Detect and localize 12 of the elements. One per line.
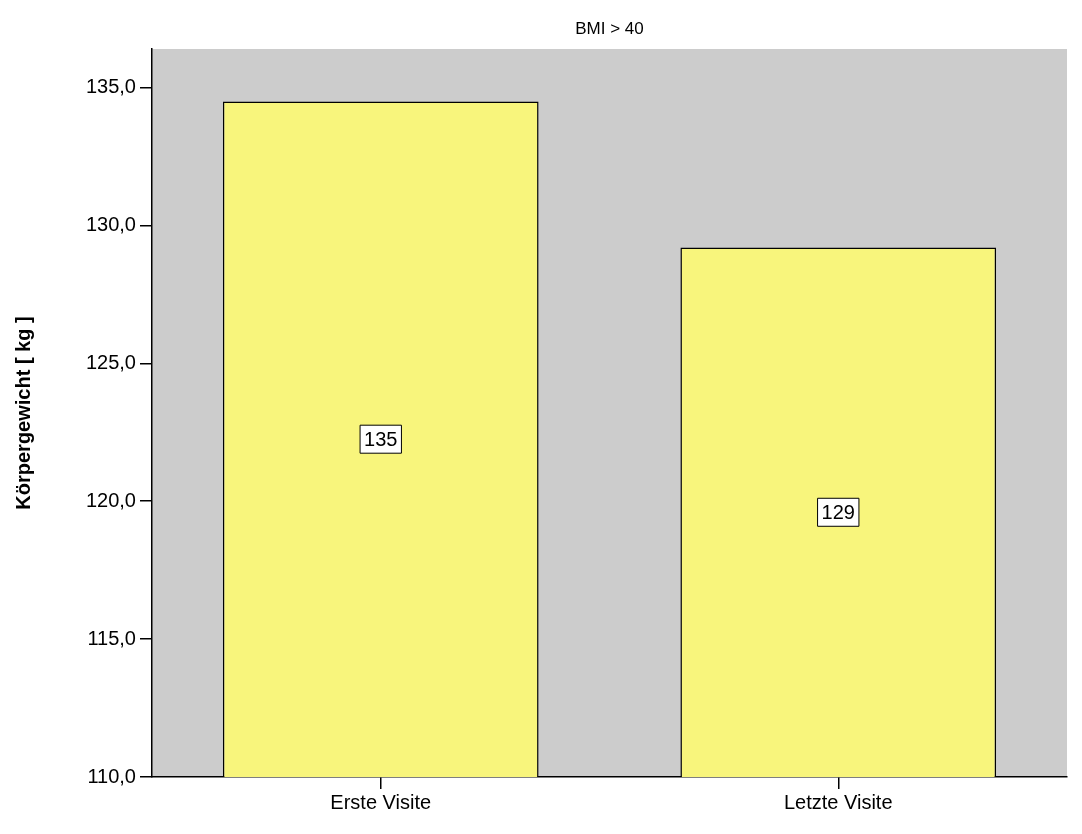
y-tick-label: 115,0 [87, 626, 136, 649]
y-tick-label: 120,0 [85, 488, 136, 511]
chart-title: BMI > 40 [575, 18, 644, 38]
y-tick-label: 110,0 [87, 764, 136, 787]
data-label: 129 [821, 500, 855, 523]
data-label: 135 [364, 427, 398, 450]
y-tick-label: 125,0 [85, 350, 136, 373]
x-tick-label: Letzte Visite [783, 790, 893, 813]
y-tick-label: 130,0 [85, 213, 136, 235]
y-axis-title: Körpergewicht [ kg ] [11, 316, 34, 510]
x-tick-label: Erste Visite [330, 790, 432, 813]
y-tick-label: 135,0 [85, 75, 136, 98]
